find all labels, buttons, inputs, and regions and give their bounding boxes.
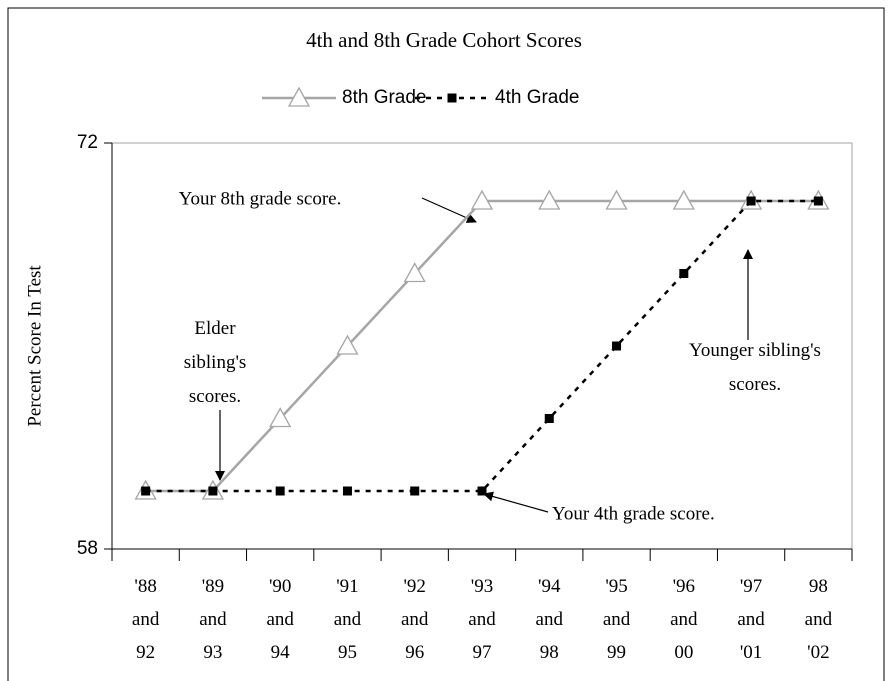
x-tick-label: '94 and 98 [536, 576, 564, 663]
x-tick-label: '90 and 94 [266, 576, 294, 663]
legend-label: 4th Grade [495, 87, 580, 108]
y-axis-label: Percent Score In Test [24, 265, 45, 427]
marker [477, 486, 487, 496]
arrow [483, 491, 549, 513]
annotation: Your 8th grade score. [179, 188, 342, 209]
annotation: Your 4th grade score. [552, 503, 715, 524]
x-tick-label: '95 and 99 [603, 576, 631, 663]
annotation: Elder sibling's scores. [184, 318, 247, 407]
x-tick-label: '89 and 93 [199, 576, 227, 663]
x-tick-label: '91 and 95 [334, 576, 362, 663]
marker [208, 486, 218, 496]
legend-label: 8th Grade [342, 87, 427, 108]
x-tick-label: '92 and 96 [401, 576, 429, 663]
marker [342, 486, 352, 496]
marker [813, 196, 823, 206]
marker [544, 414, 554, 423]
x-tick-label: '88 and 92 [132, 576, 160, 663]
marker [275, 486, 285, 496]
x-tick-label: 98 and '02 [805, 576, 833, 663]
marker [538, 189, 561, 210]
marker [141, 486, 151, 496]
x-tick-label: '93 and 97 [468, 576, 496, 663]
marker [403, 262, 426, 283]
marker [746, 196, 756, 206]
marker [672, 189, 695, 210]
legend-marker [287, 86, 311, 107]
chart-frame [7, 7, 885, 681]
marker [269, 407, 292, 428]
x-tick-label: '97 and '01 [737, 576, 765, 663]
marker [470, 189, 494, 210]
series-line [145, 199, 819, 493]
marker [410, 486, 420, 496]
x-tick-label: '96 and 00 [670, 576, 698, 663]
annotation: Younger sibling's scores. [689, 340, 821, 395]
marker [679, 269, 689, 278]
marker [612, 341, 622, 351]
marker [605, 189, 628, 210]
y-tick-label: 58 [77, 538, 98, 559]
y-tick-label: 72 [77, 132, 98, 153]
chart-title: 4th and 8th Grade Cohort Scores [306, 28, 582, 52]
legend-marker [447, 93, 457, 103]
marker [336, 334, 359, 355]
